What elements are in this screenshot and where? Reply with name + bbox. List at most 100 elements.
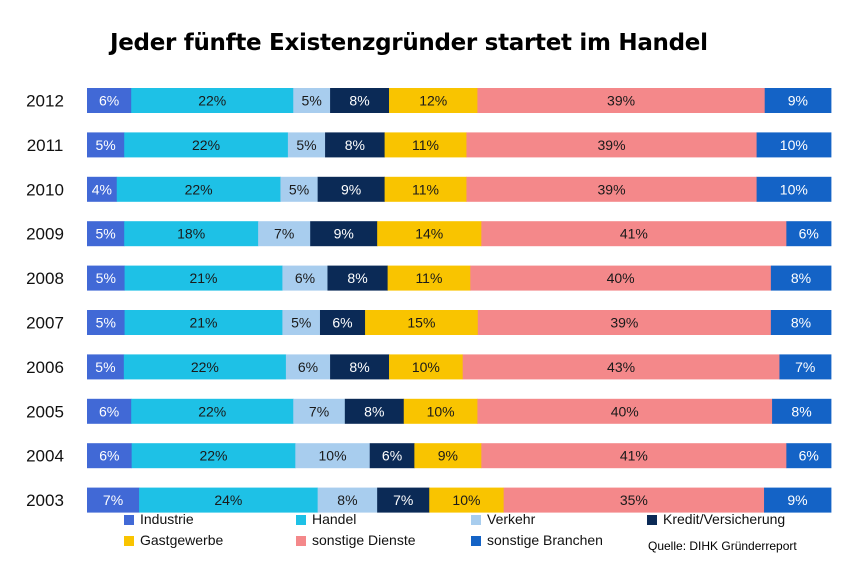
data-label-kredit-versicherung-2005: 8% xyxy=(364,403,384,419)
data-label-sonstige-dienste-2010: 39% xyxy=(598,181,626,197)
year-label-2011: 2011 xyxy=(27,136,64,155)
bar-segment-sonstige-branchen-2005 xyxy=(772,398,832,424)
data-label-industrie-2009: 5% xyxy=(95,226,115,242)
source-note: Quelle: DIHK Gründerreport xyxy=(648,539,797,553)
bar-segment-sonstige-branchen-2004 xyxy=(786,443,832,469)
legend-swatch-kredit-versicherung xyxy=(647,515,657,525)
data-label-sonstige-dienste-2007: 39% xyxy=(610,315,638,331)
data-label-industrie-2003: 7% xyxy=(103,492,123,508)
bar-segment-sonstige-branchen-2011 xyxy=(756,132,832,158)
year-label-2009: 2009 xyxy=(26,225,64,244)
bar-segment-sonstige-dienste-2007 xyxy=(477,310,772,335)
bar-segment-kredit-versicherung-2011 xyxy=(325,132,385,158)
bar-segment-sonstige-dienste-2004 xyxy=(481,443,787,469)
legend-label-gastgewerbe: Gastgewerbe xyxy=(140,532,224,548)
data-label-handel-2006: 22% xyxy=(191,359,219,375)
bar-segment-kredit-versicherung-2005 xyxy=(344,398,405,424)
bar-segment-verkehr-2011 xyxy=(287,132,326,158)
bar-segment-handel-2011 xyxy=(124,132,289,158)
bar-segment-sonstige-branchen-2003 xyxy=(764,487,832,513)
bar-segment-kredit-versicherung-2010 xyxy=(317,176,385,202)
bar-segment-sonstige-branchen-2009 xyxy=(786,221,832,247)
bar-segment-sonstige-branchen-2006 xyxy=(779,354,832,380)
bar-segment-sonstige-dienste-2003 xyxy=(503,487,765,513)
bar-segment-verkehr-2006 xyxy=(285,354,331,380)
bar-segment-verkehr-2007 xyxy=(282,310,321,335)
year-label-2008: 2008 xyxy=(26,269,64,288)
data-label-gastgewerbe-2007: 15% xyxy=(407,315,435,331)
bar-segment-sonstige-dienste-2009 xyxy=(481,221,787,247)
data-label-sonstige-branchen-2003: 9% xyxy=(787,492,807,508)
data-label-kredit-versicherung-2010: 9% xyxy=(341,181,361,197)
data-label-kredit-versicherung-2003: 7% xyxy=(393,492,413,508)
bar-segment-handel-2010 xyxy=(116,176,281,202)
data-label-handel-2005: 22% xyxy=(198,403,226,419)
bar-segment-gastgewerbe-2011 xyxy=(384,132,467,158)
data-label-gastgewerbe-2011: 11% xyxy=(412,137,439,153)
data-label-handel-2003: 24% xyxy=(214,492,242,508)
data-label-verkehr-2012: 5% xyxy=(302,93,322,109)
data-label-verkehr-2008: 6% xyxy=(295,270,315,286)
data-label-handel-2008: 21% xyxy=(189,270,217,286)
data-label-gastgewerbe-2010: 11% xyxy=(412,181,439,197)
bar-segment-verkehr-2003 xyxy=(317,487,378,513)
legend-sonstige-dienste: sonstige Dienste xyxy=(296,532,416,548)
data-label-industrie-2010: 4% xyxy=(92,181,112,197)
bar-segment-sonstige-branchen-2010 xyxy=(756,176,832,202)
data-label-sonstige-branchen-2008: 8% xyxy=(791,270,811,286)
data-label-gastgewerbe-2008: 11% xyxy=(415,270,442,286)
legend-label-sonstige-dienste: sonstige Dienste xyxy=(312,532,416,548)
bar-segment-gastgewerbe-2003 xyxy=(429,487,505,513)
data-label-verkehr-2010: 5% xyxy=(289,181,309,197)
data-label-gastgewerbe-2006: 10% xyxy=(412,359,440,375)
bar-segment-industrie-2012 xyxy=(87,88,132,113)
bar-segment-gastgewerbe-2012 xyxy=(389,88,478,113)
data-label-verkehr-2005: 7% xyxy=(309,403,329,419)
data-label-sonstige-dienste-2006: 43% xyxy=(607,359,635,375)
legend-swatch-industrie xyxy=(124,515,134,525)
bar-segment-kredit-versicherung-2008 xyxy=(327,265,388,291)
data-label-kredit-versicherung-2006: 8% xyxy=(349,359,369,375)
data-label-handel-2011: 22% xyxy=(192,137,220,153)
year-label-2010: 2010 xyxy=(26,180,64,199)
bar-segment-sonstige-branchen-2007 xyxy=(770,310,832,335)
bar-segment-kredit-versicherung-2006 xyxy=(330,354,390,380)
legend-swatch-sonstige-branchen xyxy=(471,536,481,546)
data-label-sonstige-dienste-2003: 35% xyxy=(620,492,648,508)
legend-kredit-versicherung: Kredit/Versicherung xyxy=(647,511,785,527)
bar-segment-industrie-2003 xyxy=(87,487,140,513)
year-label-2004: 2004 xyxy=(26,447,64,466)
legend-verkehr: Verkehr xyxy=(471,511,535,527)
data-label-kredit-versicherung-2011: 8% xyxy=(345,137,365,153)
bar-segment-industrie-2009 xyxy=(87,221,125,247)
data-label-verkehr-2007: 5% xyxy=(291,315,311,331)
year-label-2006: 2006 xyxy=(26,358,64,377)
data-label-handel-2012: 22% xyxy=(198,93,226,109)
data-label-verkehr-2011: 5% xyxy=(296,137,316,153)
bar-segment-kredit-versicherung-2003 xyxy=(377,487,430,513)
bar-segment-kredit-versicherung-2009 xyxy=(310,221,378,247)
data-label-sonstige-dienste-2012: 39% xyxy=(607,93,635,109)
data-label-sonstige-dienste-2004: 41% xyxy=(620,448,648,464)
data-label-industrie-2011: 5% xyxy=(95,137,115,153)
data-label-sonstige-branchen-2012: 9% xyxy=(788,93,808,109)
data-label-kredit-versicherung-2009: 9% xyxy=(334,226,354,242)
bar-segment-gastgewerbe-2006 xyxy=(389,354,464,380)
legend-label-verkehr: Verkehr xyxy=(487,511,536,527)
data-label-kredit-versicherung-2008: 8% xyxy=(347,270,367,286)
bar-segment-sonstige-dienste-2006 xyxy=(462,354,780,380)
data-label-kredit-versicherung-2007: 6% xyxy=(332,315,352,331)
legend-handel: Handel xyxy=(296,511,356,527)
data-label-sonstige-branchen-2004: 6% xyxy=(799,448,819,464)
legend-swatch-gastgewerbe xyxy=(124,536,134,546)
data-label-industrie-2005: 6% xyxy=(99,403,119,419)
bar-segment-handel-2007 xyxy=(124,310,283,335)
legend-industrie: Industrie xyxy=(124,511,194,527)
bar-segment-handel-2012 xyxy=(131,88,294,113)
data-label-gastgewerbe-2009: 14% xyxy=(415,226,443,242)
bar-segment-kredit-versicherung-2012 xyxy=(330,88,390,113)
data-label-sonstige-branchen-2011: 10% xyxy=(780,137,808,153)
data-label-sonstige-dienste-2005: 40% xyxy=(611,403,639,419)
bar-segment-industrie-2004 xyxy=(87,443,133,469)
